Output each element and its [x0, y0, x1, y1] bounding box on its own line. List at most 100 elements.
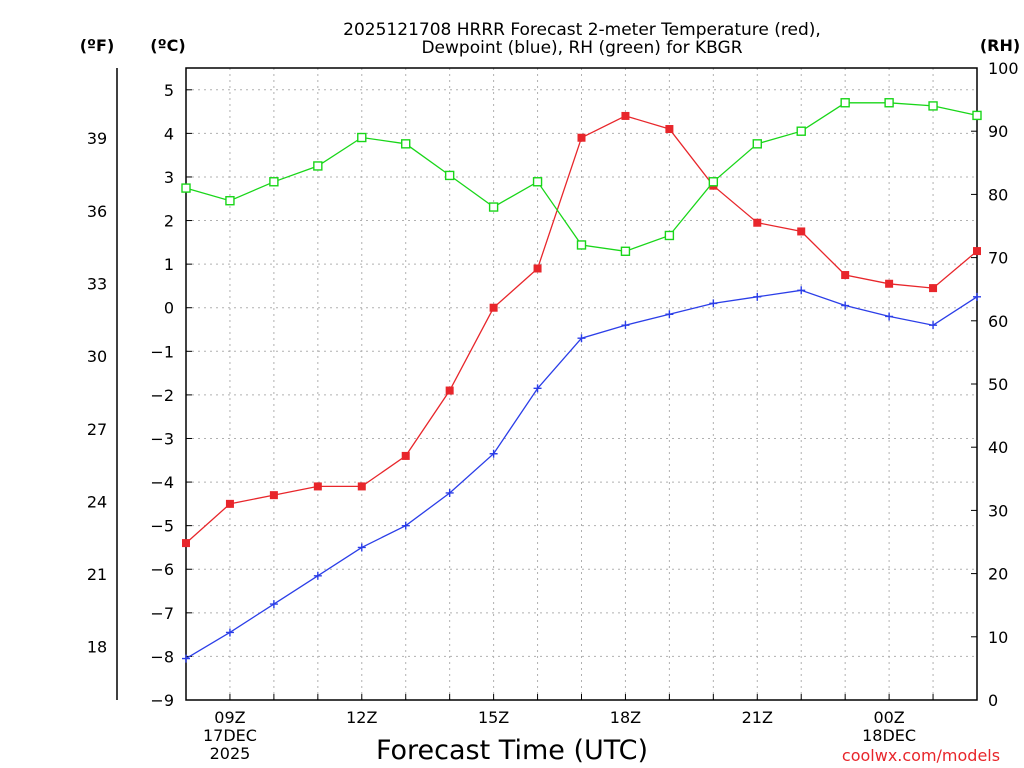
celsius-tick-label: −8 — [150, 647, 174, 666]
celsius-tick-label: 2 — [164, 212, 174, 231]
rh-point — [796, 126, 806, 136]
time-tick-label: 2025 — [210, 744, 251, 763]
time-tick-label: 21Z — [742, 708, 773, 727]
celsius-tick-label: −9 — [150, 691, 174, 710]
temperature-point — [357, 482, 366, 491]
time-tick-label: 18DEC — [862, 726, 916, 745]
fahrenheit-tick-label: 21 — [87, 565, 107, 584]
watermark: coolwx.com/models — [842, 746, 1000, 765]
rh-tick-label: 50 — [988, 375, 1008, 394]
temperature-point — [401, 451, 410, 460]
celsius-tick-label: −3 — [150, 429, 174, 448]
temperature-point — [797, 227, 806, 236]
dewpoint-point — [885, 312, 894, 321]
celsius-tick-label: 0 — [164, 299, 174, 318]
rh-point — [708, 177, 719, 187]
rh-tick-label: 100 — [988, 59, 1019, 78]
grid — [186, 68, 977, 700]
rh-tick-label: 0 — [988, 691, 998, 710]
rh-point — [269, 177, 279, 187]
fahrenheit-tick-label: 27 — [87, 420, 107, 439]
dewpoint-point — [313, 571, 322, 580]
series — [181, 98, 982, 663]
dewpoint-point — [225, 628, 234, 637]
fahrenheit-tick-label: 30 — [87, 347, 107, 366]
celsius-tick-label: −7 — [150, 604, 174, 623]
rh-point — [181, 183, 191, 193]
dewpoint-point — [445, 488, 454, 497]
temperature-point — [182, 539, 190, 548]
fahrenheit-tick-label: 24 — [87, 492, 107, 511]
celsius-tick-label: −6 — [150, 560, 174, 579]
celsius-tick-label: −4 — [150, 473, 174, 492]
chart-title-line2: Dewpoint (blue), RH (green) for KBGR — [421, 38, 742, 58]
x-axis-label: Forecast Time (UTC) — [376, 735, 648, 766]
rh-tick-label: 60 — [988, 312, 1008, 331]
rh-tick-label: 40 — [988, 438, 1008, 457]
dewpoint-point — [621, 321, 630, 330]
fahrenheit-axis-label: (ºF) — [80, 36, 115, 55]
fahrenheit-tick-label: 36 — [87, 202, 107, 221]
celsius-axis: 5 4 3 2 1 0 −1 −2 −3 −4 −5 −6 −7 −8 −9 — [150, 81, 192, 710]
time-tick-label: 18Z — [610, 708, 641, 727]
temperature-point — [269, 491, 278, 500]
celsius-tick-label: −5 — [150, 517, 174, 536]
temperature-point — [225, 499, 234, 508]
rh-tick-label: 10 — [988, 628, 1008, 647]
dewpoint-series — [182, 286, 981, 663]
dewpoint-point — [269, 600, 278, 609]
rh-point — [401, 139, 411, 149]
fahrenheit-axis: 39 36 33 30 27 24 21 18 — [87, 129, 107, 657]
dewpoint-point — [489, 449, 498, 458]
dewpoint-point — [357, 543, 366, 552]
rh-point — [357, 132, 367, 143]
rh-point — [576, 240, 587, 250]
dewpoint-point — [797, 286, 806, 295]
chart-title-line1: 2025121708 HRRR Forecast 2-meter Tempera… — [343, 20, 821, 40]
temperature-point — [885, 279, 894, 288]
rh-point — [752, 139, 762, 149]
rh-series — [181, 98, 982, 256]
rh-point — [225, 196, 235, 206]
fahrenheit-tick-label: 33 — [87, 275, 107, 294]
dewpoint-point — [973, 292, 981, 301]
temperature-point — [973, 247, 981, 256]
dewpoint-point — [401, 521, 410, 530]
temperature-point — [665, 125, 674, 134]
temperature-point — [929, 284, 938, 293]
dewpoint-point — [841, 301, 850, 310]
rh-tick-label: 30 — [988, 501, 1008, 520]
rh-point — [884, 98, 894, 108]
rh-point — [444, 170, 455, 181]
rh-point — [488, 202, 499, 212]
temperature-point — [753, 218, 762, 227]
rh-tick-label: 70 — [988, 249, 1008, 268]
celsius-tick-label: 3 — [164, 168, 174, 187]
celsius-tick-label: 1 — [164, 255, 174, 274]
rh-axis-label: (RH) — [980, 36, 1020, 55]
celsius-tick-label: −2 — [150, 386, 174, 405]
time-tick-label: 12Z — [346, 708, 377, 727]
temperature-point — [841, 271, 850, 280]
rh-point — [928, 101, 938, 111]
temperature-point — [533, 264, 542, 273]
rh-point — [972, 110, 982, 121]
rh-tick-label: 20 — [988, 565, 1008, 584]
temperature-point — [313, 482, 322, 491]
fahrenheit-tick-label: 18 — [87, 638, 107, 657]
plot-frame — [185, 67, 978, 701]
time-tick-label: 17DEC — [203, 726, 257, 745]
rh-point — [620, 246, 631, 256]
temperature-point — [489, 303, 498, 312]
fahrenheit-tick-label: 39 — [87, 129, 107, 148]
celsius-axis-label: (ºC) — [150, 36, 185, 55]
dewpoint-point — [665, 310, 674, 319]
celsius-tick-label: 4 — [164, 124, 174, 143]
dewpoint-point — [533, 384, 542, 393]
dewpoint-point — [182, 654, 190, 663]
dewpoint-point — [753, 292, 762, 301]
time-tick-label: 00Z — [873, 708, 904, 727]
rh-tick-label: 80 — [988, 185, 1008, 204]
